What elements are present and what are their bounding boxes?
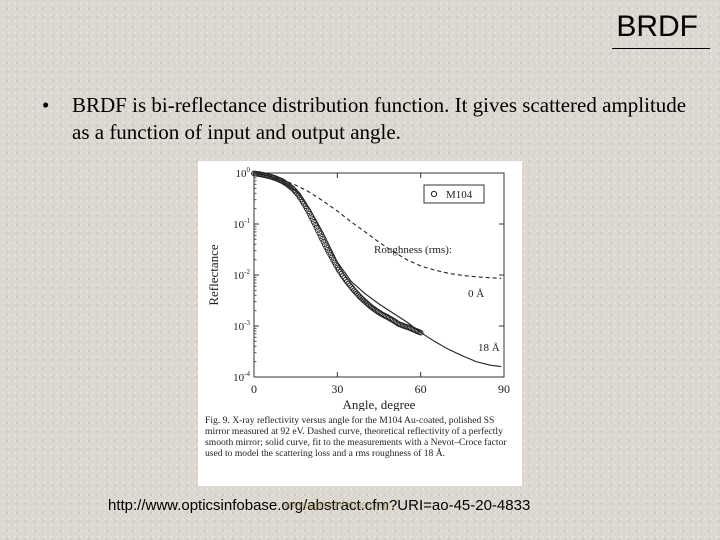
x-tick-label: 90: [498, 382, 510, 396]
x-tick-label: 0: [251, 382, 257, 396]
data-point: [417, 329, 424, 336]
data-point: [313, 224, 320, 231]
source-url[interactable]: http://www.opticsinfobase.org/abstract.c…: [108, 497, 531, 514]
data-point: [294, 190, 300, 197]
y-tick-label: 10-1: [233, 217, 250, 231]
y-axis-label: Reflectance: [206, 244, 221, 306]
data-point: [312, 221, 318, 228]
data-point: [320, 238, 327, 245]
x-tick-label: 30: [331, 382, 343, 396]
watermark-text: www.opticsinfobase.org: [284, 500, 390, 511]
data-point: [348, 284, 355, 290]
figure-caption: Fig. 9. X-ray reflectivity versus angle …: [205, 415, 507, 459]
title-underline: [612, 48, 710, 49]
data-point: [291, 187, 298, 194]
x-axis-label: Angle, degree: [343, 397, 416, 411]
eighteen-roughness-label: 18 Å: [478, 342, 500, 354]
data-point: [292, 189, 299, 195]
data-point: [346, 282, 353, 289]
y-tick-label: 10-3: [233, 319, 250, 333]
zero-roughness-label: 0 Å: [468, 288, 484, 300]
data-point: [345, 280, 352, 287]
slide-title: BRDF: [616, 10, 698, 43]
data-point: [319, 236, 325, 242]
bullet-symbol: •: [42, 93, 50, 117]
data-point: [351, 287, 357, 294]
series-fit-solid-curve: [253, 172, 502, 368]
y-tick-label: 100: [236, 166, 251, 180]
y-tick-label: 10-4: [233, 370, 250, 384]
data-point: [321, 241, 328, 248]
roughness-annotation: Roughness (rms):: [374, 244, 452, 256]
legend-marker-icon: [430, 190, 438, 198]
series-smooth-dashed-curve: [253, 172, 502, 279]
data-point: [352, 289, 359, 295]
legend-box: [423, 184, 485, 204]
data-point: [377, 310, 384, 317]
reflectance-figure: 0 30 60 90 100 10-1 10-2 10-3 10-4 Angle, degree R…: [198, 161, 522, 486]
bullet-text: BRDF is bi-reflectance distribution func…: [72, 93, 687, 144]
data-point: [353, 290, 360, 297]
bullet-item: • BRDF is bi-reflectance distribution fu…: [28, 92, 688, 146]
y-tick-label: 10-2: [233, 268, 250, 282]
data-point: [316, 230, 323, 237]
data-point: [315, 227, 321, 234]
data-point: [317, 233, 324, 239]
plot-frame: [253, 172, 505, 378]
legend-label: M104: [446, 189, 473, 201]
data-point: [310, 219, 317, 225]
data-point: [290, 185, 296, 192]
data-point: [309, 216, 316, 222]
data-point: [349, 285, 356, 292]
reflectance-chart: 0 30 60 90 100 10-1 10-2 10-3 10-4 Angle, degree R…: [206, 166, 510, 411]
x-tick-label: 60: [415, 382, 427, 396]
